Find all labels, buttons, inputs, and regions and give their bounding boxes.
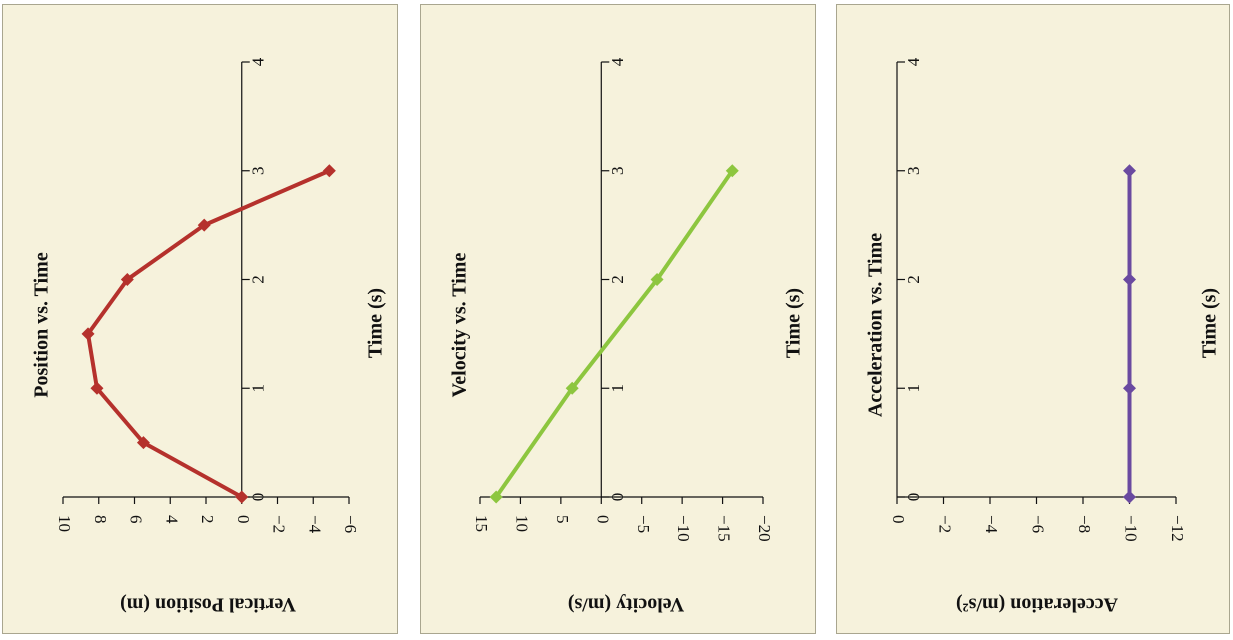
position-value-tick-label: 8	[91, 515, 110, 524]
velocity-time-tick-label: 2	[608, 275, 627, 284]
position-time-tick-label: 2	[249, 275, 268, 284]
acceleration-value-tick-label: −2	[936, 515, 955, 533]
velocity-chart: 0 1 2 3 4 15 10 5 0 −5 −10 −15 −20 Velocity vs. Time T…	[449, 57, 805, 615]
velocity-value-tick-label: 10	[513, 515, 532, 532]
chart-panel-acceleration: 0 1 2 3 4 0 −2 −4 −6 −8 −10 −12 Acceleration vs. Tim…	[836, 4, 1230, 634]
acceleration-data-point	[1123, 164, 1136, 178]
velocity-data-point	[725, 164, 739, 178]
acceleration-value-tick-label: −12	[1168, 515, 1187, 542]
velocity-value-tick-label: −10	[674, 515, 693, 542]
velocity-value-axis-label: Velocity (m/s)	[568, 593, 684, 615]
position-data-point	[90, 381, 104, 395]
position-time-tick-label: 1	[249, 384, 268, 393]
position-data-point	[322, 164, 336, 178]
acceleration-value-tick-label: −8	[1075, 515, 1094, 533]
position-value-tick-label: 2	[198, 515, 217, 524]
position-data-point	[235, 490, 249, 504]
velocity-data-point	[650, 273, 664, 286]
position-data-point	[120, 273, 134, 286]
velocity-value-tick-label: −5	[634, 515, 653, 533]
position-value-axis-label: Vertical Position (m)	[120, 593, 296, 615]
chart-panel-velocity: 0 1 2 3 4 15 10 5 0 −5 −10 −15 −20 Velocity vs. Time T…	[420, 4, 816, 634]
position-value-tick-label: 4	[162, 515, 181, 524]
velocity-data-point	[489, 490, 503, 504]
velocity-time-tick-label: 1	[608, 384, 627, 393]
position-value-tick-label: 6	[127, 515, 146, 524]
velocity-series-line	[494, 169, 734, 499]
velocity-time-tick-label: 0	[608, 493, 627, 502]
acceleration-time-tick-label: 2	[904, 275, 923, 284]
acceleration-time-axis-label: Time (s)	[1199, 288, 1221, 358]
velocity-value-tick-label: 15	[472, 515, 491, 532]
acceleration-data-point	[1123, 273, 1136, 286]
position-value-tick-label: 0	[234, 515, 253, 524]
position-data-point	[81, 327, 95, 341]
position-chart: 0 1 2 3 4 10 8 6 4 2 0 −2 −4 −6 Position vs. Time Time …	[31, 57, 387, 615]
velocity-value-tick-label: −15	[715, 515, 734, 542]
position-time-tick-label: 3	[249, 167, 268, 176]
velocity-data-point	[565, 381, 579, 395]
position-time-axis-label: Time (s)	[365, 288, 387, 358]
acceleration-time-tick-label: 4	[904, 57, 923, 66]
velocity-time-tick-label: 4	[608, 57, 627, 66]
acceleration-data-point	[1123, 490, 1136, 504]
acceleration-time-tick-label: 0	[904, 493, 923, 502]
acceleration-chart: 0 1 2 3 4 0 −2 −4 −6 −8 −10 −12 Acceleration vs. Tim…	[865, 57, 1221, 615]
position-chart-title: Position vs. Time	[31, 252, 53, 398]
velocity-time-axis-label: Time (s)	[783, 288, 805, 358]
velocity-time-tick-label: 3	[608, 167, 627, 176]
position-time-tick-label: 4	[249, 57, 268, 66]
acceleration-value-tick-label: −4	[982, 515, 1001, 534]
acceleration-time-tick-label: 3	[904, 167, 923, 176]
position-value-tick-label: −6	[341, 515, 360, 533]
chart-panel-position: 0 1 2 3 4 10 8 6 4 2 0 −2 −4 −6 Position vs. Time Time …	[2, 4, 398, 634]
acceleration-time-tick-label: 1	[904, 384, 923, 393]
position-value-tick-label: −4	[305, 515, 324, 534]
velocity-chart-title: Velocity vs. Time	[449, 253, 471, 398]
acceleration-value-tick-label: −10	[1122, 515, 1141, 542]
position-data-point	[197, 218, 211, 232]
acceleration-value-tick-label: 0	[889, 515, 908, 524]
velocity-value-tick-label: 0	[593, 515, 612, 524]
velocity-value-tick-label: −20	[755, 515, 774, 542]
acceleration-data-point	[1123, 381, 1136, 395]
position-series-line	[86, 168, 331, 499]
acceleration-chart-title: Acceleration vs. Time	[865, 233, 887, 417]
acceleration-value-axis-label: Acceleration (m/s²)	[956, 593, 1118, 615]
position-value-tick-label: 10	[55, 515, 74, 532]
position-value-tick-label: −2	[270, 515, 289, 533]
velocity-value-tick-label: 5	[553, 515, 572, 524]
position-data-point	[136, 436, 150, 450]
acceleration-value-tick-label: −6	[1029, 515, 1048, 533]
position-time-tick-label: 0	[249, 493, 268, 502]
